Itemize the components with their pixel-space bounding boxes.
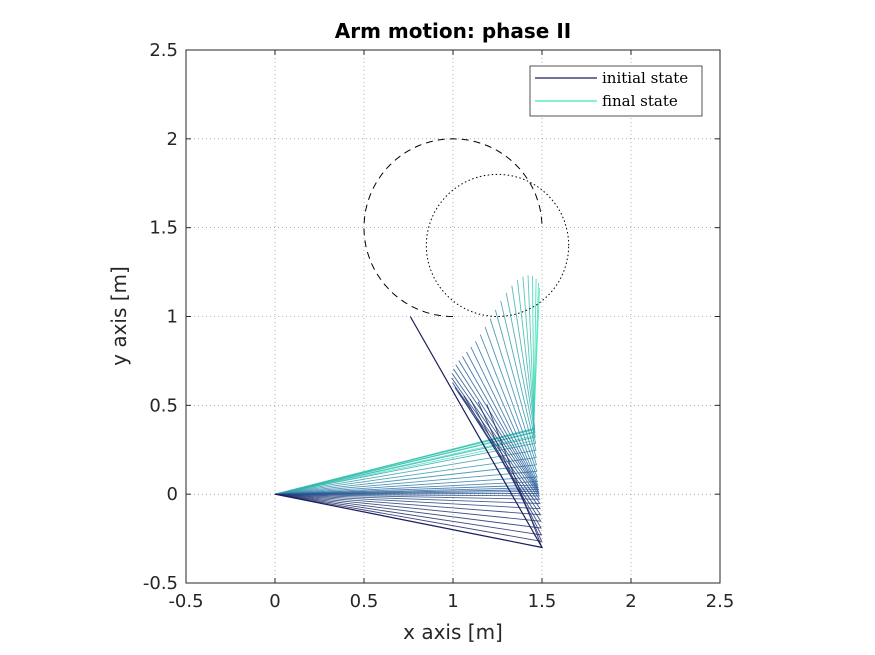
x-tick-label: 1.5 (528, 591, 557, 612)
arm-frame (274, 373, 541, 500)
legend-label-final: final state (602, 92, 678, 110)
legend-box (529, 65, 703, 117)
arm-frame (274, 300, 537, 495)
arm-frame (274, 401, 543, 543)
arm-frame (274, 341, 539, 495)
y-tick-label: 0.5 (149, 395, 178, 416)
wrist-path-dotted (425, 173, 570, 317)
arm-frame (274, 391, 542, 522)
y-tick-label: 2.5 (149, 40, 178, 61)
axis-ticks: -0.5 0 0.5 1 1.5 2 2.5 -0.5 0 0.5 1 1.5 2 2.5 (143, 40, 734, 612)
arm-frame-initial (274, 316, 544, 549)
arm-frame (274, 395, 542, 529)
y-tick-label: 1 (167, 307, 178, 328)
x-tick-label: 0 (269, 591, 280, 612)
arm-frame (274, 398, 543, 536)
arm-frame (274, 326, 538, 495)
y-tick-label: -0.5 (143, 573, 178, 594)
arm-links (274, 275, 544, 549)
chart-title: Arm motion: phase II (335, 19, 571, 43)
x-axis-label: x axis [m] (403, 620, 503, 644)
legend-label-initial: initial state (602, 69, 688, 87)
arm-frame (274, 351, 539, 495)
x-tick-label: 2.5 (706, 591, 735, 612)
y-tick-label: 1.5 (149, 218, 178, 239)
x-tick-label: 1 (447, 591, 458, 612)
x-tick-label: -0.5 (168, 591, 203, 612)
arm-frame (274, 364, 540, 495)
arm-frame (274, 292, 537, 495)
y-axis-label: y axis [m] (107, 266, 131, 366)
arm-frame (274, 356, 540, 495)
arm-frame (274, 346, 539, 495)
arm-frame (274, 282, 539, 495)
y-tick-label: 0 (167, 484, 178, 505)
arm-frame (274, 334, 538, 495)
arm-frame (274, 309, 537, 495)
arm-frame (274, 287, 540, 495)
arm-frame (274, 318, 538, 495)
x-tick-label: 0.5 (350, 591, 379, 612)
arm-frame (274, 285, 536, 495)
y-tick-label: 2 (167, 129, 178, 150)
arm-frame (274, 360, 540, 495)
legend: initial state final state (529, 65, 703, 117)
x-tick-label: 2 (625, 591, 636, 612)
arm-frame (274, 382, 542, 510)
end-effector-path-dashed (363, 138, 543, 317)
end-effector-paths (363, 138, 570, 317)
